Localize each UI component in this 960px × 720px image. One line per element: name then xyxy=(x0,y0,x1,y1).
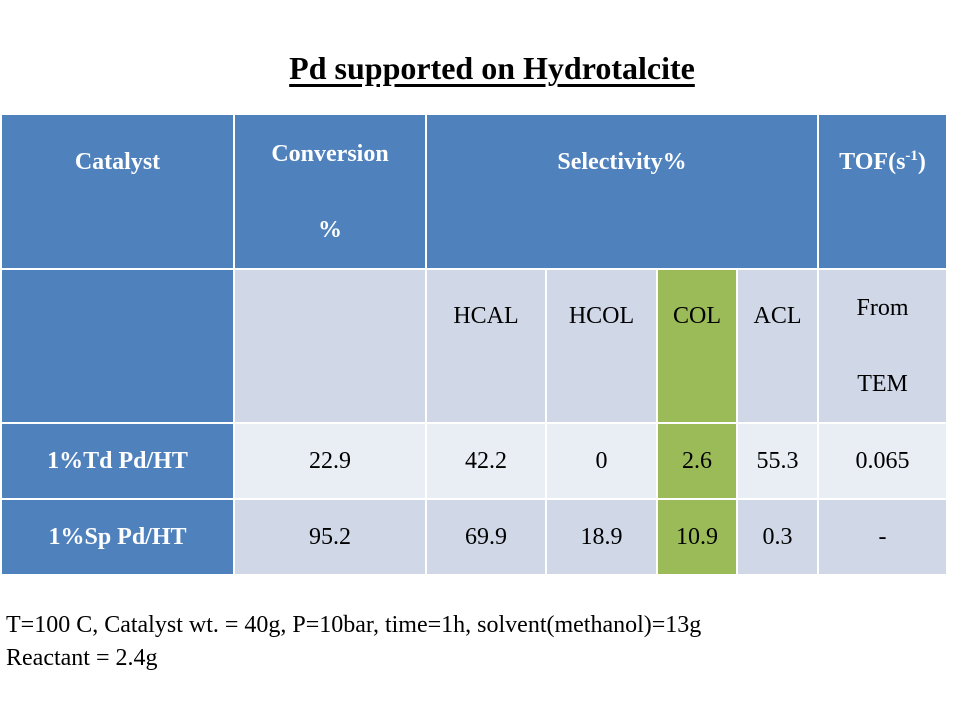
row-acl: 55.3 xyxy=(735,422,820,500)
row-conversion: 22.9 xyxy=(233,422,427,500)
row-catalyst: 1%Sp Pd/HT xyxy=(0,498,235,576)
row-hcol: 18.9 xyxy=(545,498,658,576)
row-hcal: 69.9 xyxy=(425,498,547,576)
header-tof: TOF(s-1) xyxy=(817,113,949,270)
header-conversion: Conversion % xyxy=(233,113,427,270)
row-tof: - xyxy=(817,498,949,576)
subheader-acl: ACL xyxy=(735,268,820,424)
row-tof: 0.065 xyxy=(817,422,949,500)
subheader-row: HCAL HCOL COL ACL From TEM xyxy=(0,268,949,424)
row-col: 2.6 xyxy=(656,422,738,500)
header-selectivity: Selectivity% xyxy=(424,113,820,270)
row-conversion: 95.2 xyxy=(233,498,427,576)
row-catalyst: 1%Td Pd/HT xyxy=(0,422,235,500)
subheader-catalyst xyxy=(0,268,235,424)
header-catalyst: Catalyst xyxy=(0,113,235,270)
subheader-tof: From TEM xyxy=(817,268,949,424)
subheader-col: COL xyxy=(656,268,738,424)
reactant-line: Reactant = 2.4g xyxy=(6,645,158,671)
conditions-line: T=100 C, Catalyst wt. = 40g, P=10bar, ti… xyxy=(6,612,702,638)
subheader-hcol: HCOL xyxy=(545,268,658,424)
subheader-hcal: HCAL xyxy=(425,268,547,424)
header-row: Catalyst Conversion % Selectivity% TOF(s… xyxy=(0,113,949,270)
conditions-note: T=100 C, Catalyst wt. = 40g, P=10bar, ti… xyxy=(6,609,701,675)
slide-title: Pd supported on Hydrotalcite xyxy=(289,50,695,86)
row-hcol: 0 xyxy=(545,422,658,500)
row-acl: 0.3 xyxy=(735,498,820,576)
results-table: Catalyst Conversion % Selectivity% TOF(s… xyxy=(0,113,949,576)
row-col: 10.9 xyxy=(656,498,738,576)
table-row: 1%Sp Pd/HT 95.2 69.9 18.9 10.9 0.3 - xyxy=(0,498,949,576)
row-hcal: 42.2 xyxy=(425,422,547,500)
subheader-conversion xyxy=(233,268,427,424)
table-row: 1%Td Pd/HT 22.9 42.2 0 2.6 55.3 0.065 xyxy=(0,422,949,500)
